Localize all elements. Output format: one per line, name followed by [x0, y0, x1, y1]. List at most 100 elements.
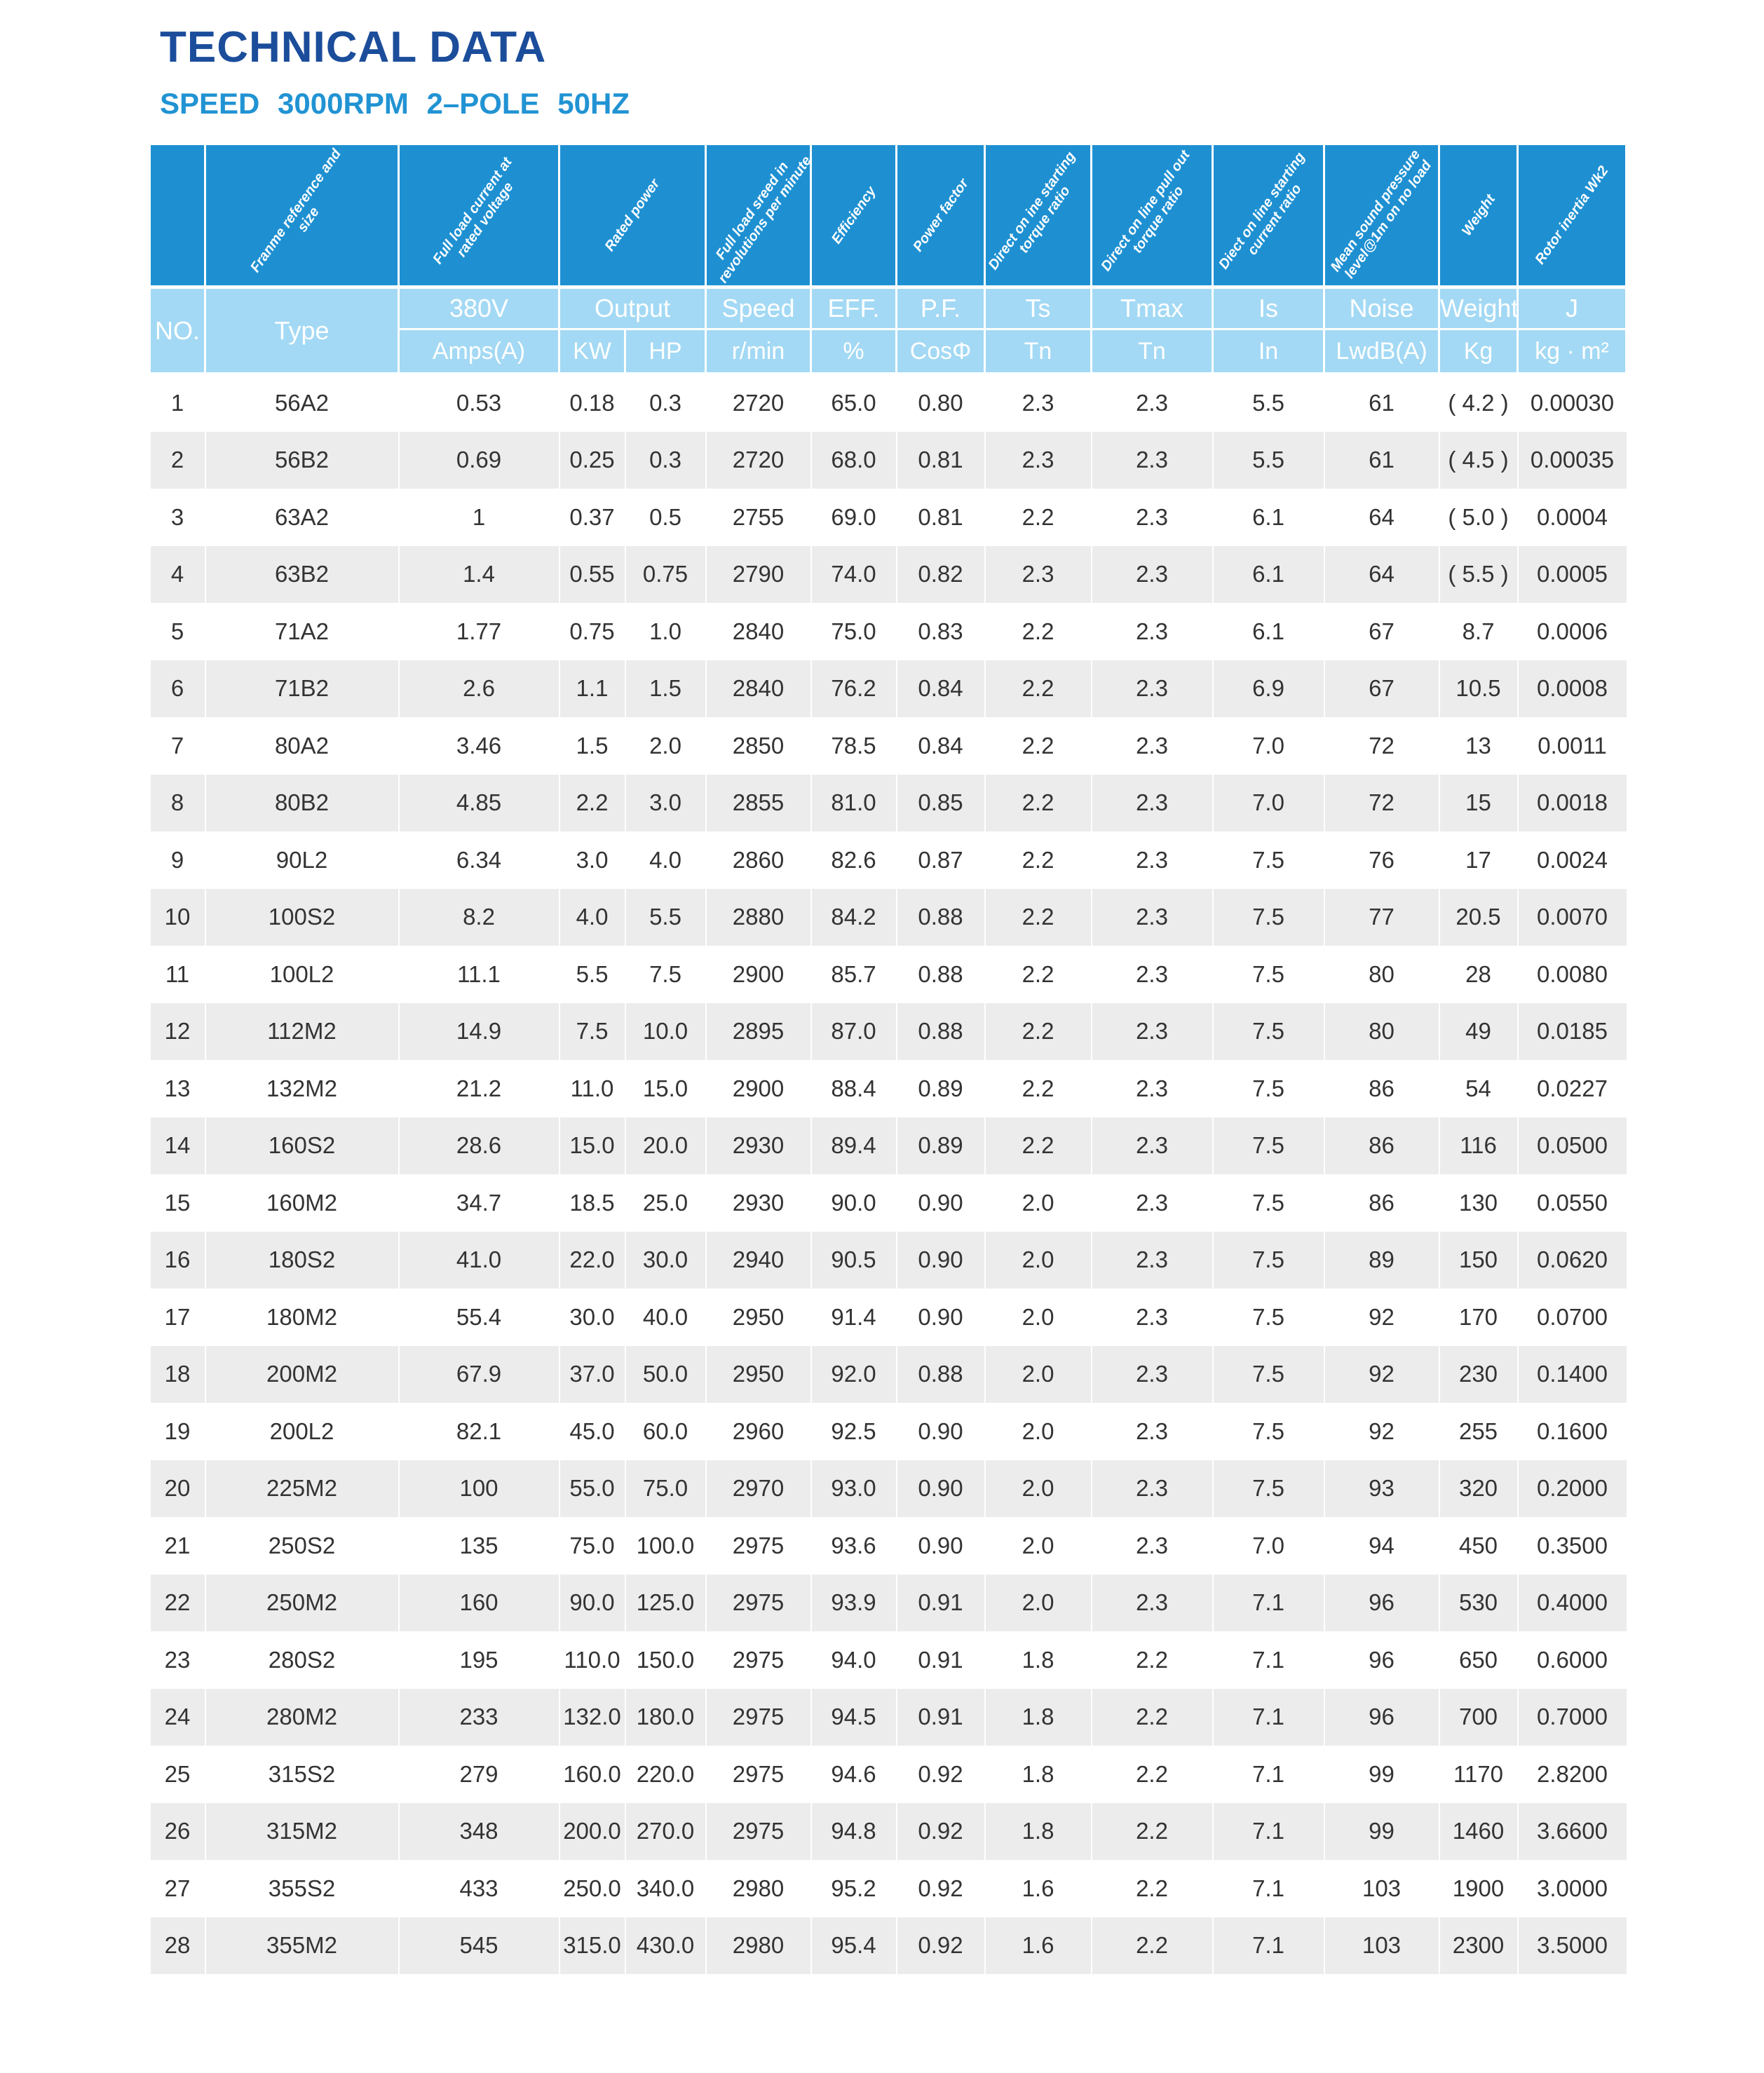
table-row: 26 315M2 348 200.0 270.0 2975 94.8 0.92 1.8 2.2 7.… [149, 1802, 1627, 1860]
cell-pf: 0.91 [895, 1574, 985, 1631]
cell-is: 7.5 [1212, 888, 1324, 946]
cell-weight: 2300 [1438, 1917, 1518, 1974]
cell-eff: 74.0 [810, 545, 897, 603]
cell-weight: 1170 [1438, 1746, 1518, 1803]
cell-speed: 2975 [705, 1688, 811, 1746]
header-desc-efficiency: Efficiency [810, 145, 897, 289]
cell-is: 7.1 [1212, 1574, 1324, 1631]
unit-percent: % [810, 329, 897, 374]
cell-type: 315S2 [204, 1746, 399, 1803]
cell-pf: 0.90 [895, 1460, 985, 1517]
cell-eff: 84.2 [810, 888, 897, 946]
cell-pf: 0.88 [895, 1002, 985, 1060]
table-row: 27 355S2 433 250.0 340.0 2980 95.2 0.92 1.6 2.2 7.… [149, 1860, 1627, 1917]
table-row: 25 315S2 279 160.0 220.0 2975 94.6 0.92 1.8 2.2 7.… [149, 1746, 1627, 1803]
cell-weight: 1900 [1438, 1860, 1518, 1917]
cell-no: 27 [149, 1860, 205, 1917]
cell-speed: 2950 [705, 1345, 811, 1403]
cell-no: 19 [149, 1403, 205, 1460]
cell-eff: 88.4 [810, 1060, 897, 1117]
cell-kw: 3.0 [558, 831, 625, 889]
cell-tmax: 2.3 [1090, 431, 1213, 489]
cell-amps: 28.6 [398, 1117, 559, 1174]
cell-inertia: 0.0011 [1517, 717, 1627, 775]
cell-tmax: 2.3 [1090, 489, 1213, 546]
cell-eff: 93.0 [810, 1460, 897, 1517]
cell-inertia: 0.0008 [1517, 660, 1627, 717]
header-type: Type [204, 287, 400, 374]
cell-no: 17 [149, 1289, 205, 1346]
cell-type: 56B2 [204, 431, 399, 489]
cell-amps: 21.2 [398, 1060, 559, 1117]
cell-eff: 81.0 [810, 774, 897, 831]
cell-ts: 2.2 [984, 831, 1092, 889]
header-desc-pullout-torque: Direct on line pull out torque ratio [1090, 145, 1214, 289]
cell-inertia: 0.1400 [1517, 1345, 1627, 1403]
cell-no: 1 [149, 373, 205, 432]
cell-kw: 315.0 [558, 1917, 625, 1974]
cell-hp: 60.0 [624, 1403, 706, 1460]
cell-no: 13 [149, 1060, 205, 1117]
table-row: 9 90L2 6.34 3.0 4.0 2860 82.6 0.87 2.2 2.3 7.5 76 17… [149, 831, 1627, 889]
cell-eff: 93.9 [810, 1574, 897, 1631]
cell-ts: 1.8 [984, 1631, 1092, 1689]
cell-inertia: 0.7000 [1517, 1688, 1627, 1746]
cell-amps: 279 [398, 1746, 559, 1803]
cell-amps: 0.53 [398, 373, 559, 432]
cell-type: 180M2 [204, 1289, 399, 1346]
header-eff: EFF. [810, 287, 897, 330]
header-is: Is [1212, 287, 1325, 330]
cell-type: 71A2 [204, 603, 399, 660]
cell-weight: 650 [1438, 1631, 1518, 1689]
cell-amps: 545 [398, 1917, 559, 1974]
cell-pf: 0.84 [895, 717, 985, 775]
cell-hp: 5.5 [624, 888, 706, 946]
cell-pf: 0.92 [895, 1802, 985, 1860]
unit-cos: CosΦ [895, 329, 986, 374]
cell-amps: 82.1 [398, 1403, 559, 1460]
cell-pf: 0.90 [895, 1231, 985, 1289]
cell-no: 18 [149, 1345, 205, 1403]
cell-eff: 95.4 [810, 1917, 897, 1974]
table-row: 1 56A2 0.53 0.18 0.3 2720 65.0 0.80 2.3 2.3 5.5 61(… [149, 373, 1627, 432]
cell-no: 21 [149, 1517, 205, 1575]
cell-no: 8 [149, 774, 205, 831]
cell-is: 7.1 [1212, 1688, 1324, 1746]
cell-type: 56A2 [204, 373, 399, 432]
header-desc-noise: Mean sound pressure level@1m on no load [1323, 145, 1440, 289]
cell-weight: 49 [1438, 1002, 1518, 1060]
cell-tmax: 2.3 [1090, 1574, 1213, 1631]
cell-inertia: 0.3500 [1517, 1517, 1627, 1575]
cell-eff: 65.0 [810, 373, 897, 432]
cell-type: 315M2 [204, 1802, 399, 1860]
cell-type: 160S2 [204, 1117, 399, 1174]
cell-inertia: 0.0070 [1517, 888, 1627, 946]
cell-noise: 99 [1323, 1746, 1439, 1803]
cell-ts: 2.0 [984, 1517, 1092, 1575]
cell-noise: 76 [1323, 831, 1439, 889]
cell-kw: 5.5 [558, 946, 625, 1003]
cell-pf: 0.91 [895, 1688, 985, 1746]
cell-pf: 0.90 [895, 1403, 985, 1460]
cell-kw: 1.5 [558, 717, 625, 775]
cell-inertia: 0.0006 [1517, 603, 1627, 660]
cell-hp: 40.0 [624, 1289, 706, 1346]
cell-is: 7.5 [1212, 1289, 1324, 1346]
cell-inertia: 0.0024 [1517, 831, 1627, 889]
cell-tmax: 2.3 [1090, 1060, 1213, 1117]
cell-inertia: 0.0620 [1517, 1231, 1627, 1289]
cell-kw: 55.0 [558, 1460, 625, 1517]
cell-no: 24 [149, 1688, 205, 1746]
cell-eff: 92.5 [810, 1403, 897, 1460]
cell-ts: 2.2 [984, 603, 1092, 660]
cell-type: 160M2 [204, 1174, 399, 1232]
cell-ts: 2.2 [984, 1002, 1092, 1060]
cell-weight: 54 [1438, 1060, 1518, 1117]
cell-pf: 0.92 [895, 1860, 985, 1917]
cell-hp: 220.0 [624, 1746, 706, 1803]
cell-tmax: 2.2 [1090, 1746, 1213, 1803]
cell-hp: 430.0 [624, 1917, 706, 1974]
cell-no: 3 [149, 489, 205, 546]
cell-amps: 6.34 [398, 831, 559, 889]
cell-pf: 0.89 [895, 1060, 985, 1117]
